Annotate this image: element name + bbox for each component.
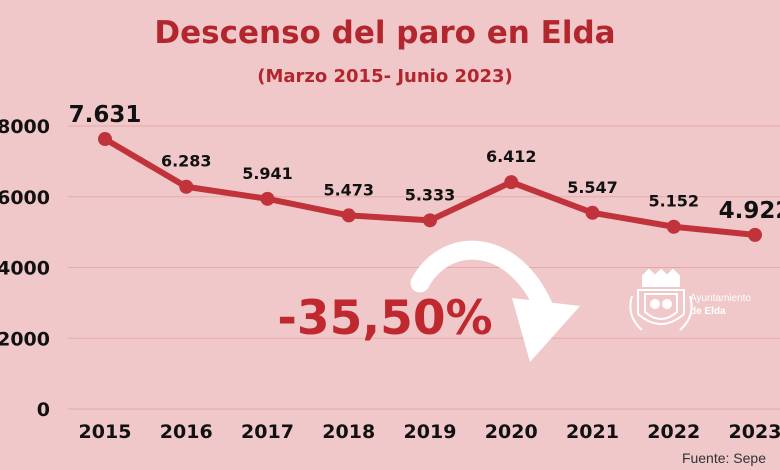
data-label: 5.333: [405, 185, 456, 204]
x-tick-label: 2018: [322, 421, 375, 443]
x-tick-label: 2020: [485, 421, 538, 443]
data-point: [260, 191, 275, 206]
data-labels: 7.631 6.283 5.941 5.473 5.333 6.412 5.547 5.152…: [69, 102, 780, 224]
x-tick-label: 2017: [241, 421, 294, 443]
x-tick-label: 2023: [729, 421, 780, 443]
data-point: [585, 205, 600, 220]
x-axis: 2015 2016 2017 2018 2019 2020 2021 2022 2023: [79, 421, 780, 443]
data-point: [748, 227, 762, 242]
source-note: Fuente: Sepe: [682, 450, 766, 466]
data-label: 5.941: [242, 164, 293, 183]
x-tick-label: 2021: [566, 421, 619, 443]
data-label: 4.922: [719, 198, 780, 224]
y-tick-label: 4000: [0, 258, 50, 280]
y-tick-label: 2000: [0, 328, 50, 350]
y-tick-label: 6000: [0, 187, 50, 209]
crest-icon: [629, 268, 693, 331]
data-point: [423, 213, 437, 228]
data-points: [98, 132, 762, 242]
logo-line2: de Elda: [690, 306, 726, 317]
logo-line1: Ayuntamiento: [690, 293, 751, 304]
percent-change-label: -35,50%: [277, 291, 492, 346]
y-tick-label: 8000: [0, 116, 50, 138]
y-tick-label: 0: [37, 399, 50, 421]
x-tick-label: 2015: [79, 421, 132, 443]
data-label: 6.283: [161, 152, 212, 171]
data-label: 7.631: [69, 102, 142, 128]
chart-subtitle: (Marzo 2015- Junio 2023): [257, 66, 513, 87]
data-label: 5.473: [323, 180, 374, 199]
x-tick-label: 2019: [404, 421, 457, 443]
data-point: [341, 208, 356, 223]
x-tick-label: 2016: [160, 421, 213, 443]
ayuntamiento-elda-logo: Ayuntamiento de Elda: [629, 268, 751, 331]
data-point: [504, 175, 519, 190]
data-point: [179, 179, 194, 194]
data-label: 5.547: [567, 178, 618, 197]
data-point: [98, 132, 112, 147]
data-label: 5.152: [648, 192, 699, 211]
data-label: 6.412: [486, 147, 537, 166]
chart-title: Descenso del paro en Elda: [154, 15, 615, 51]
y-axis: 0 2000 4000 6000 8000: [0, 116, 50, 421]
x-tick-label: 2022: [647, 421, 700, 443]
data-point: [666, 219, 681, 234]
down-arrow-icon: [410, 240, 580, 362]
